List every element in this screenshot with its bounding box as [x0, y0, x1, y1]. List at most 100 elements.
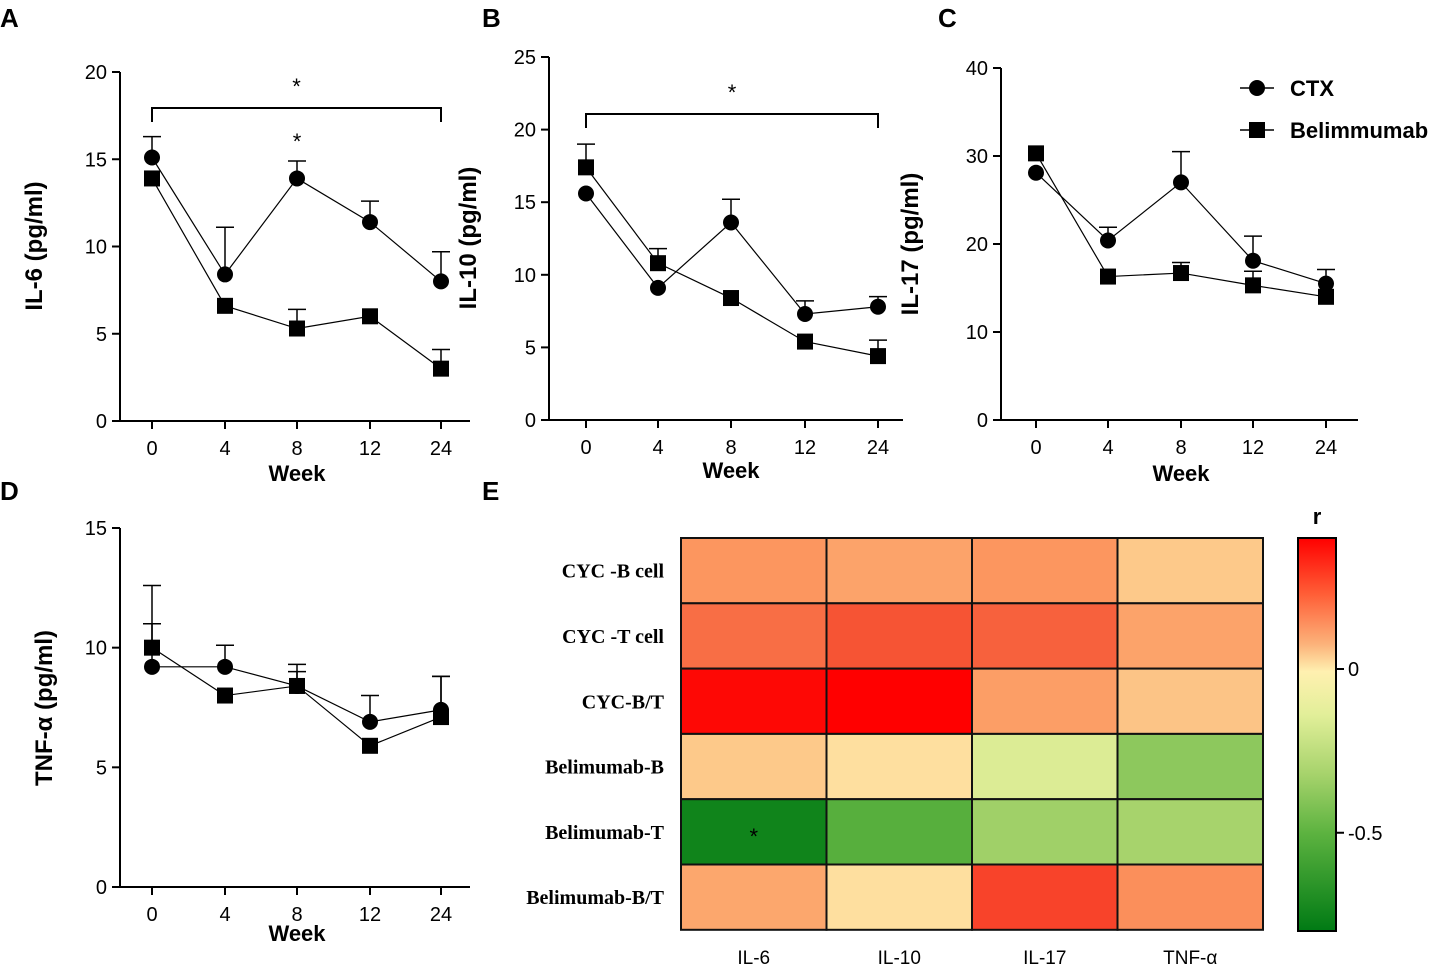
x-tick-label: 0	[146, 438, 157, 460]
heatmap-cell	[971, 667, 1119, 735]
y-axis-label: IL-17 (pg/ml)	[897, 173, 924, 316]
data-point	[1028, 164, 1044, 181]
data-point	[1318, 275, 1334, 292]
x-axis-label: Week	[268, 921, 326, 946]
column-label: IL-10	[878, 948, 921, 967]
data-point	[433, 273, 449, 290]
heatmap-cell	[971, 732, 1119, 801]
x-tick-label: 0	[146, 904, 157, 926]
colorbar-tick-label: -0.5	[1348, 823, 1382, 845]
significance-bracket	[151, 107, 442, 122]
panel-A: A 0 5 10 15 20 0 4 8 12 24 Week IL-6 (pg/ml) * *	[0, 3, 470, 486]
row-label: CYC -B cell	[562, 561, 665, 583]
heatmap-cell	[680, 863, 828, 931]
x-tick-label: 8	[725, 437, 736, 459]
panel-B: B 0 5 10 15 20 25 0 4 8 12 24 Week IL-10 (pg/ml) *	[455, 3, 903, 483]
x-tick-label: 8	[1175, 437, 1186, 459]
data-point	[362, 308, 378, 325]
legend: CTX Belimmumab	[1240, 76, 1428, 143]
y-tick-label: 10	[85, 237, 107, 259]
data-point	[870, 348, 886, 365]
series-belimmumab	[577, 143, 887, 365]
heatmap-cell	[825, 667, 973, 735]
heatmap-cell	[1116, 537, 1264, 605]
colorbar: r 0 -0.5	[1297, 504, 1382, 932]
heatmap-cell	[825, 732, 973, 801]
data-point	[797, 306, 813, 323]
x-tick-label: 8	[291, 904, 302, 926]
x-tick-label: 12	[1242, 437, 1264, 459]
data-point	[1173, 265, 1189, 282]
x-tick-label: 0	[1030, 437, 1041, 459]
x-tick-label: 12	[794, 437, 816, 459]
x-tick-label: 8	[291, 438, 302, 460]
heatmap-cell	[971, 863, 1119, 931]
heatmap-cell	[825, 602, 973, 670]
y-axis-label: IL-10 (pg/ml)	[455, 167, 482, 310]
heatmap-cell	[1116, 863, 1264, 931]
x-axis-label: Week	[268, 461, 326, 486]
y-tick-label: 0	[96, 877, 107, 899]
significance-star: *	[292, 74, 301, 99]
y-tick-label: 15	[85, 149, 107, 171]
x-tick-label: 0	[580, 437, 591, 459]
x-tick-label: 24	[430, 904, 452, 926]
significance-star: *	[293, 129, 302, 154]
x-axis-label: Week	[1152, 461, 1210, 486]
data-point	[289, 677, 305, 694]
row-label: Belimumab-T	[545, 822, 665, 844]
data-point	[433, 360, 449, 377]
y-tick-label: 10	[966, 322, 988, 344]
data-point	[1245, 252, 1261, 269]
data-point	[362, 713, 378, 730]
panel-D: D 0 5 10 15 0 4 8 12 24 Week TNF-α (pg/ml)	[0, 476, 470, 946]
x-tick-label: 24	[1315, 437, 1337, 459]
panel-label: D	[0, 476, 19, 506]
heatmap-cell	[1116, 667, 1264, 735]
x-axis-label: Week	[702, 458, 760, 483]
data-point	[1100, 232, 1116, 249]
x-tick-label: 4	[1102, 437, 1113, 459]
panel-label: E	[482, 476, 499, 506]
data-point	[217, 297, 233, 314]
data-point	[433, 709, 449, 726]
column-label: IL-6	[737, 948, 770, 967]
data-point	[723, 214, 739, 231]
y-tick-label: 0	[96, 411, 107, 433]
data-point	[144, 639, 160, 656]
x-tick-label: 4	[219, 904, 230, 926]
heatmap-cell	[680, 667, 828, 735]
series-ctx	[578, 185, 887, 323]
heatmap-cell	[825, 863, 973, 931]
y-tick-label: 20	[85, 62, 107, 84]
data-point	[797, 333, 813, 350]
data-point	[289, 170, 305, 187]
data-point	[362, 214, 378, 231]
legend-label: Belimmumab	[1290, 118, 1428, 143]
heatmap-cell	[680, 798, 828, 866]
legend-marker	[1249, 80, 1265, 96]
heatmap-cell	[680, 602, 828, 670]
y-tick-label: 5	[96, 757, 107, 779]
data-point	[217, 266, 233, 283]
panel-label: A	[0, 3, 19, 33]
column-label: IL-17	[1023, 948, 1066, 967]
data-point	[217, 658, 233, 675]
data-point	[1318, 288, 1334, 305]
column-label: TNF-α	[1163, 948, 1217, 967]
y-axis-label: IL-6 (pg/ml)	[21, 181, 48, 310]
y-tick-label: 5	[525, 337, 536, 359]
colorbar-bar	[1297, 537, 1337, 932]
x-tick-label: 4	[652, 437, 663, 459]
heatmap-cell	[680, 732, 828, 801]
data-point	[144, 149, 160, 166]
row-label: Belimumab-B	[545, 757, 664, 779]
y-tick-label: 20	[514, 120, 536, 142]
panel-C: C 0 10 20 30 40 0 4 8 12 24 Week IL-17 (pg/ml) CTX Bel…	[897, 3, 1428, 486]
series-belimmumab	[144, 170, 450, 377]
data-point	[723, 290, 739, 307]
series-ctx	[1028, 150, 1335, 292]
y-tick-label: 15	[514, 192, 536, 214]
colorbar-tick-label: 0	[1348, 659, 1359, 681]
row-label: Belimumab-B/T	[526, 887, 664, 909]
